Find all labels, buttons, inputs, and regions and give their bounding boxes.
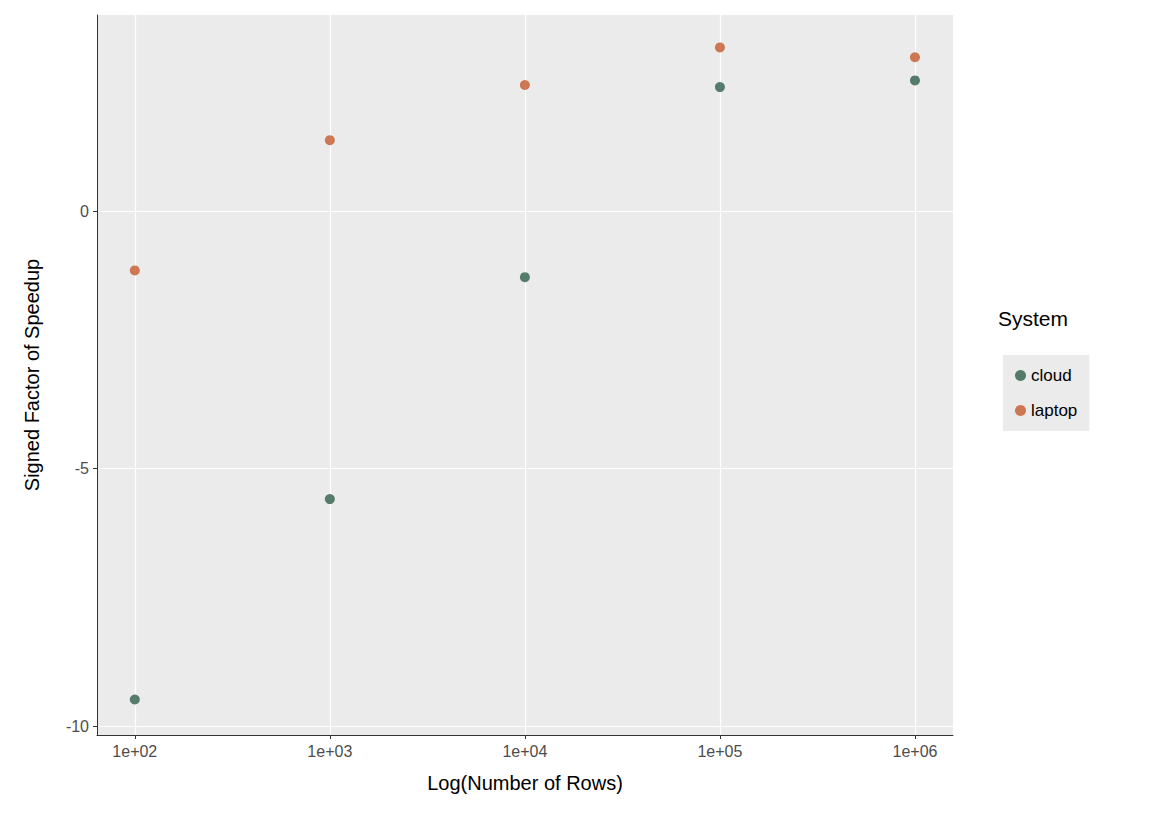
- svg-text:1e+04: 1e+04: [502, 743, 547, 760]
- svg-text:1e+05: 1e+05: [697, 743, 742, 760]
- svg-text:-5: -5: [75, 460, 89, 477]
- svg-text:1e+03: 1e+03: [307, 743, 352, 760]
- svg-text:1e+06: 1e+06: [892, 743, 937, 760]
- svg-text:System: System: [998, 307, 1068, 330]
- svg-text:cloud: cloud: [1031, 366, 1072, 385]
- svg-text:Log(Number of Rows): Log(Number of Rows): [427, 772, 623, 794]
- svg-text:Signed Factor of Speedup: Signed Factor of Speedup: [21, 259, 43, 491]
- svg-text:1e+02: 1e+02: [112, 743, 157, 760]
- svg-text:-10: -10: [66, 718, 89, 735]
- svg-text:0: 0: [80, 203, 89, 220]
- svg-text:laptop: laptop: [1031, 401, 1077, 420]
